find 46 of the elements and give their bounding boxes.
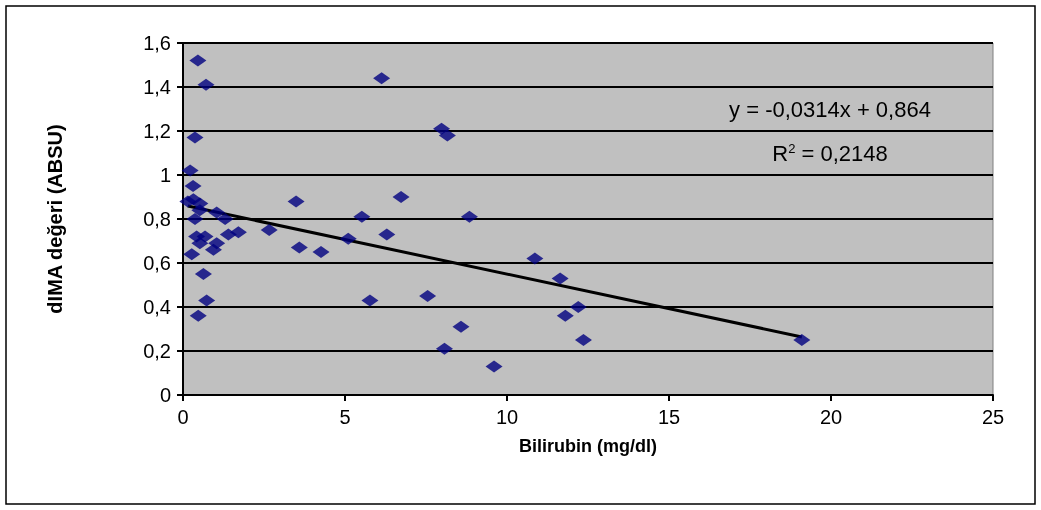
- y-tick-label: 1: [159, 164, 171, 186]
- point: [181, 164, 199, 177]
- x-tick-label: 20: [819, 406, 843, 428]
- point: [189, 309, 207, 322]
- point: [485, 360, 503, 373]
- annotation: y = -0,0314x + 0,864: [729, 96, 931, 122]
- y-tick-label: 1,4: [143, 76, 171, 98]
- y-tick-label: 1,2: [143, 120, 171, 142]
- y-tick-label: 1,6: [143, 32, 171, 54]
- point: [378, 228, 396, 241]
- x-axis-title: Bilirubin (mg/dl): [519, 436, 657, 456]
- point: [290, 241, 308, 254]
- point: [556, 309, 574, 322]
- point: [287, 195, 305, 208]
- point: [353, 210, 371, 223]
- point: [186, 131, 204, 144]
- x-tick-label: 5: [339, 406, 351, 428]
- point: [526, 252, 544, 265]
- point: [204, 243, 222, 256]
- x-tick-label: 15: [657, 406, 681, 428]
- point: [229, 226, 247, 239]
- point: [373, 72, 391, 85]
- point: [208, 206, 226, 219]
- point: [183, 248, 201, 261]
- point: [435, 342, 453, 355]
- y-tick-label: 0,6: [143, 252, 171, 274]
- point: [198, 294, 216, 307]
- point: [197, 78, 215, 91]
- point: [191, 237, 209, 250]
- point: [189, 54, 207, 67]
- y-tick-label: 0,4: [143, 296, 171, 318]
- y-tick-label: 0: [159, 384, 171, 406]
- point: [438, 129, 456, 142]
- point: [433, 122, 451, 135]
- point: [339, 232, 357, 245]
- point: [460, 210, 478, 223]
- y-tick-label: 0,2: [143, 340, 171, 362]
- x-tick-label: 25: [981, 406, 1005, 428]
- point: [551, 272, 569, 285]
- x-tick-label: 10: [495, 406, 519, 428]
- y-axis-title: dIMA değeri (ABSU): [44, 124, 66, 314]
- point: [361, 294, 379, 307]
- point: [191, 204, 209, 217]
- y-tick-label: 0,8: [143, 208, 171, 230]
- x-tick-label: 0: [177, 406, 189, 428]
- point: [452, 320, 470, 333]
